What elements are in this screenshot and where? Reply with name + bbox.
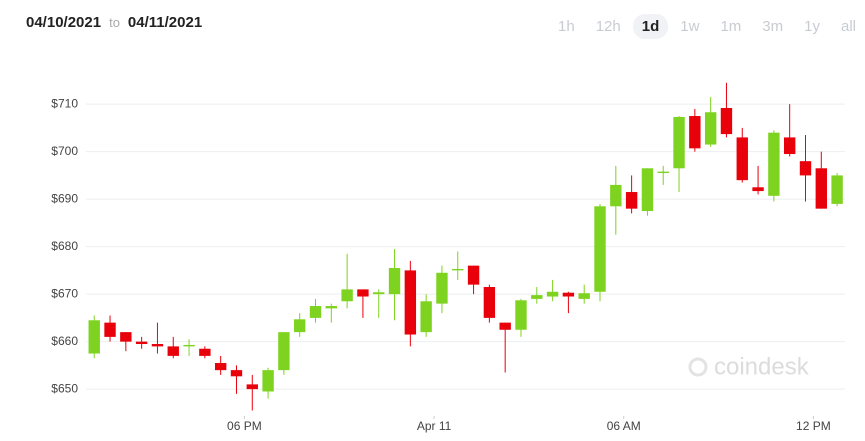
candle-body (673, 116, 685, 169)
candle-body (546, 291, 559, 297)
candle-body (230, 370, 243, 377)
range-button[interactable]: 12h (595, 18, 621, 35)
candle-body (799, 161, 812, 176)
candle-body (325, 306, 338, 309)
candle-body (578, 293, 590, 299)
to-date: 04/11/2021 (127, 14, 203, 31)
range-button[interactable]: 1h (558, 18, 575, 35)
date-range: 04/10/2021 to 04/11/2021 (26, 14, 202, 31)
candle-body (499, 322, 511, 330)
candle-body (452, 268, 464, 271)
candle-body (120, 332, 132, 342)
candle-body (467, 265, 480, 285)
candle-body (625, 192, 638, 209)
range-button[interactable]: 1d (632, 14, 669, 39)
candle-body (689, 116, 701, 149)
candle-body (167, 346, 179, 356)
candle-body (436, 272, 448, 304)
range-buttons: 1h 12h 1d 1w 1m 3m 1y all (546, 14, 865, 39)
candle-body (831, 175, 843, 204)
candle-body (815, 168, 827, 209)
x-tick-label: 12 PM (796, 419, 831, 433)
y-tick-label: $690 (51, 191, 78, 205)
candle-body (720, 107, 733, 135)
separator: to (109, 15, 120, 30)
candle-body (783, 137, 796, 155)
candle-body (183, 344, 195, 347)
y-tick-label: $710 (51, 96, 78, 110)
candle-body (104, 322, 116, 337)
x-tick-label: Apr 11 (417, 419, 452, 433)
candle-body (262, 370, 274, 392)
y-tick-label: $680 (51, 239, 78, 253)
range-button[interactable]: 1y (804, 18, 820, 35)
candle-body (151, 344, 164, 347)
range-button[interactable]: all (840, 18, 856, 35)
candle-body (309, 306, 322, 318)
range-button[interactable]: 1m (720, 18, 742, 35)
candle-body (483, 287, 496, 318)
y-tick-label: $670 (51, 286, 78, 300)
y-tick-label: $660 (51, 334, 78, 348)
candle-body (736, 137, 748, 181)
candle-body (388, 268, 401, 295)
watermark-icon (688, 357, 708, 377)
candle-body (341, 289, 353, 302)
candle-body (594, 206, 606, 292)
candle-body (752, 187, 764, 192)
candle-body (641, 168, 654, 212)
from-date: 04/10/2021 (26, 14, 102, 31)
x-tick-label: 06 AM (607, 419, 641, 433)
candle-body (88, 320, 100, 354)
candle-body (199, 348, 211, 356)
candle-body (373, 292, 385, 295)
candle-body (278, 332, 290, 371)
candle-body (562, 292, 575, 297)
candle-body (515, 300, 527, 330)
candle-body (135, 341, 148, 345)
candle-body (404, 270, 417, 335)
candle-body (420, 301, 432, 333)
candle-body (768, 132, 780, 196)
range-button[interactable]: 3m (762, 18, 784, 35)
candle-body (610, 184, 622, 207)
candle-body (657, 171, 669, 174)
range-button[interactable]: 1w (680, 18, 700, 35)
watermark: coindesk (714, 353, 810, 380)
y-tick-label: $700 (51, 144, 78, 158)
candle-body (294, 319, 306, 333)
candle-body (704, 112, 717, 145)
candle-body (246, 384, 258, 390)
y-tick-label: $650 (51, 381, 78, 395)
candle-body (357, 289, 369, 297)
candle-body (531, 295, 543, 299)
candle-body (214, 363, 227, 371)
x-tick-label: 06 PM (227, 419, 262, 433)
